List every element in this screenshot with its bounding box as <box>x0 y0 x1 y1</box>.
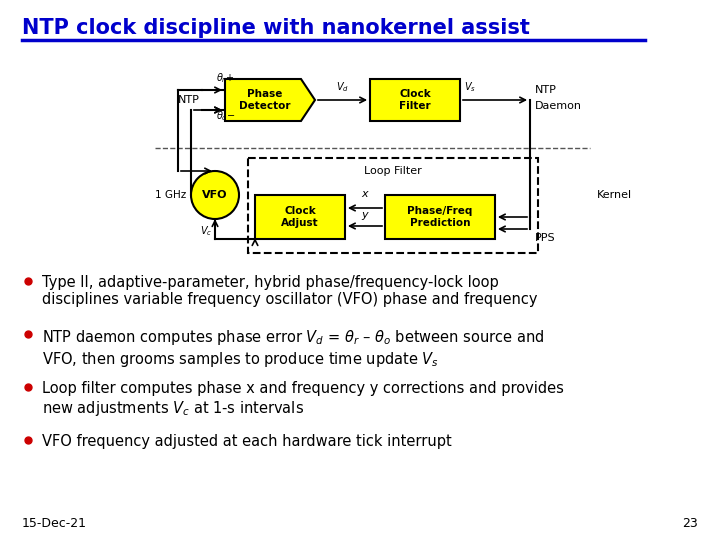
Text: $\theta_r$+: $\theta_r$+ <box>216 71 234 85</box>
Text: Kernel: Kernel <box>597 190 632 200</box>
Text: VFO frequency adjusted at each hardware tick interrupt: VFO frequency adjusted at each hardware … <box>42 434 451 449</box>
Circle shape <box>191 171 239 219</box>
Text: x: x <box>361 189 369 199</box>
Text: PPS: PPS <box>535 233 556 243</box>
FancyBboxPatch shape <box>370 79 460 121</box>
Text: 1 GHz: 1 GHz <box>155 190 186 200</box>
Text: Loop Filter: Loop Filter <box>364 166 422 176</box>
Text: Phase
Detector: Phase Detector <box>239 89 291 111</box>
Text: Loop filter computes phase x and frequency y corrections and provides
new adjust: Loop filter computes phase x and frequen… <box>42 381 564 418</box>
Text: $V_d$: $V_d$ <box>336 80 349 94</box>
FancyBboxPatch shape <box>385 195 495 239</box>
Text: Daemon: Daemon <box>535 101 582 111</box>
Text: y: y <box>361 210 369 220</box>
Text: Phase/Freq
Prediction: Phase/Freq Prediction <box>408 206 473 228</box>
Polygon shape <box>225 79 315 121</box>
Text: NTP clock discipline with nanokernel assist: NTP clock discipline with nanokernel ass… <box>22 18 530 38</box>
Text: $V_s$: $V_s$ <box>464 80 476 94</box>
Text: Clock
Adjust: Clock Adjust <box>282 206 319 228</box>
Text: Type II, adaptive-parameter, hybrid phase/frequency-lock loop
disciplines variab: Type II, adaptive-parameter, hybrid phas… <box>42 275 538 307</box>
Text: $\theta_c$−: $\theta_c$− <box>216 109 235 123</box>
Text: $V_c$: $V_c$ <box>199 224 212 238</box>
Text: 23: 23 <box>683 517 698 530</box>
Text: NTP: NTP <box>535 85 557 95</box>
Text: Clock
Filter: Clock Filter <box>399 89 431 111</box>
Text: NTP: NTP <box>178 95 200 105</box>
FancyBboxPatch shape <box>255 195 345 239</box>
Text: NTP daemon computes phase error $V_d$ = $\theta_r$ – $\theta_o$ between source a: NTP daemon computes phase error $V_d$ = … <box>42 328 544 369</box>
Text: VFO: VFO <box>202 190 228 200</box>
Text: 15-Dec-21: 15-Dec-21 <box>22 517 87 530</box>
